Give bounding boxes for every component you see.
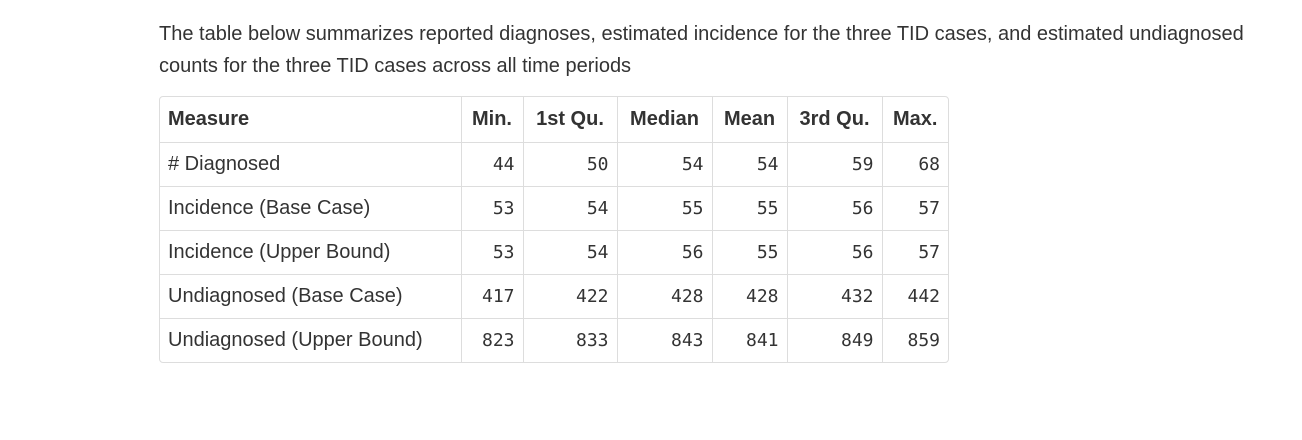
cell-3rd-qu: 59 [786, 141, 883, 187]
table-row: Undiagnosed (Base Case) 417 422 428 428 … [160, 273, 948, 319]
cell-min: 53 [460, 185, 524, 231]
header-3rd-qu: 3rd Qu. [786, 97, 883, 143]
row-label: Incidence (Base Case) [160, 185, 462, 231]
header-1st-qu: 1st Qu. [522, 97, 618, 143]
table-row: # Diagnosed 44 50 54 54 59 68 [160, 141, 948, 187]
cell-min: 417 [460, 273, 524, 319]
cell-min: 44 [460, 141, 524, 187]
table-row: Incidence (Upper Bound) 53 54 56 55 56 5… [160, 229, 948, 275]
cell-min: 823 [460, 317, 524, 362]
cell-median: 54 [616, 141, 713, 187]
cell-max: 57 [881, 229, 948, 275]
cell-1st-qu: 54 [522, 185, 618, 231]
cell-mean: 428 [711, 273, 788, 319]
row-label: Undiagnosed (Base Case) [160, 273, 462, 319]
cell-3rd-qu: 849 [786, 317, 883, 362]
table-row: Incidence (Base Case) 53 54 55 55 56 57 [160, 185, 948, 231]
table-header-row: Measure Min. 1st Qu. Median Mean 3rd Qu.… [160, 97, 948, 143]
summary-table: Measure Min. 1st Qu. Median Mean 3rd Qu.… [160, 97, 948, 362]
cell-3rd-qu: 56 [786, 185, 883, 231]
cell-1st-qu: 422 [522, 273, 618, 319]
header-mean: Mean [711, 97, 788, 143]
header-median: Median [616, 97, 713, 143]
header-measure: Measure [160, 97, 462, 143]
header-max: Max. [881, 97, 948, 143]
cell-3rd-qu: 432 [786, 273, 883, 319]
cell-mean: 55 [711, 229, 788, 275]
cell-median: 56 [616, 229, 713, 275]
cell-1st-qu: 54 [522, 229, 618, 275]
summary-table-container: Measure Min. 1st Qu. Median Mean 3rd Qu.… [159, 96, 949, 363]
cell-max: 68 [881, 141, 948, 187]
cell-1st-qu: 50 [522, 141, 618, 187]
cell-max: 859 [881, 317, 948, 362]
header-min: Min. [460, 97, 524, 143]
cell-max: 57 [881, 185, 948, 231]
cell-mean: 55 [711, 185, 788, 231]
row-label: Undiagnosed (Upper Bound) [160, 317, 462, 362]
cell-mean: 54 [711, 141, 788, 187]
table-row: Undiagnosed (Upper Bound) 823 833 843 84… [160, 317, 948, 362]
document-content: The table below summarizes reported diag… [159, 18, 1259, 368]
cell-median: 843 [616, 317, 713, 362]
row-label: # Diagnosed [160, 141, 462, 187]
row-label: Incidence (Upper Bound) [160, 229, 462, 275]
cell-min: 53 [460, 229, 524, 275]
cell-3rd-qu: 56 [786, 229, 883, 275]
cell-median: 428 [616, 273, 713, 319]
cell-1st-qu: 833 [522, 317, 618, 362]
cell-max: 442 [881, 273, 948, 319]
intro-paragraph: The table below summarizes reported diag… [159, 23, 1244, 77]
cell-mean: 841 [711, 317, 788, 362]
cell-median: 55 [616, 185, 713, 231]
